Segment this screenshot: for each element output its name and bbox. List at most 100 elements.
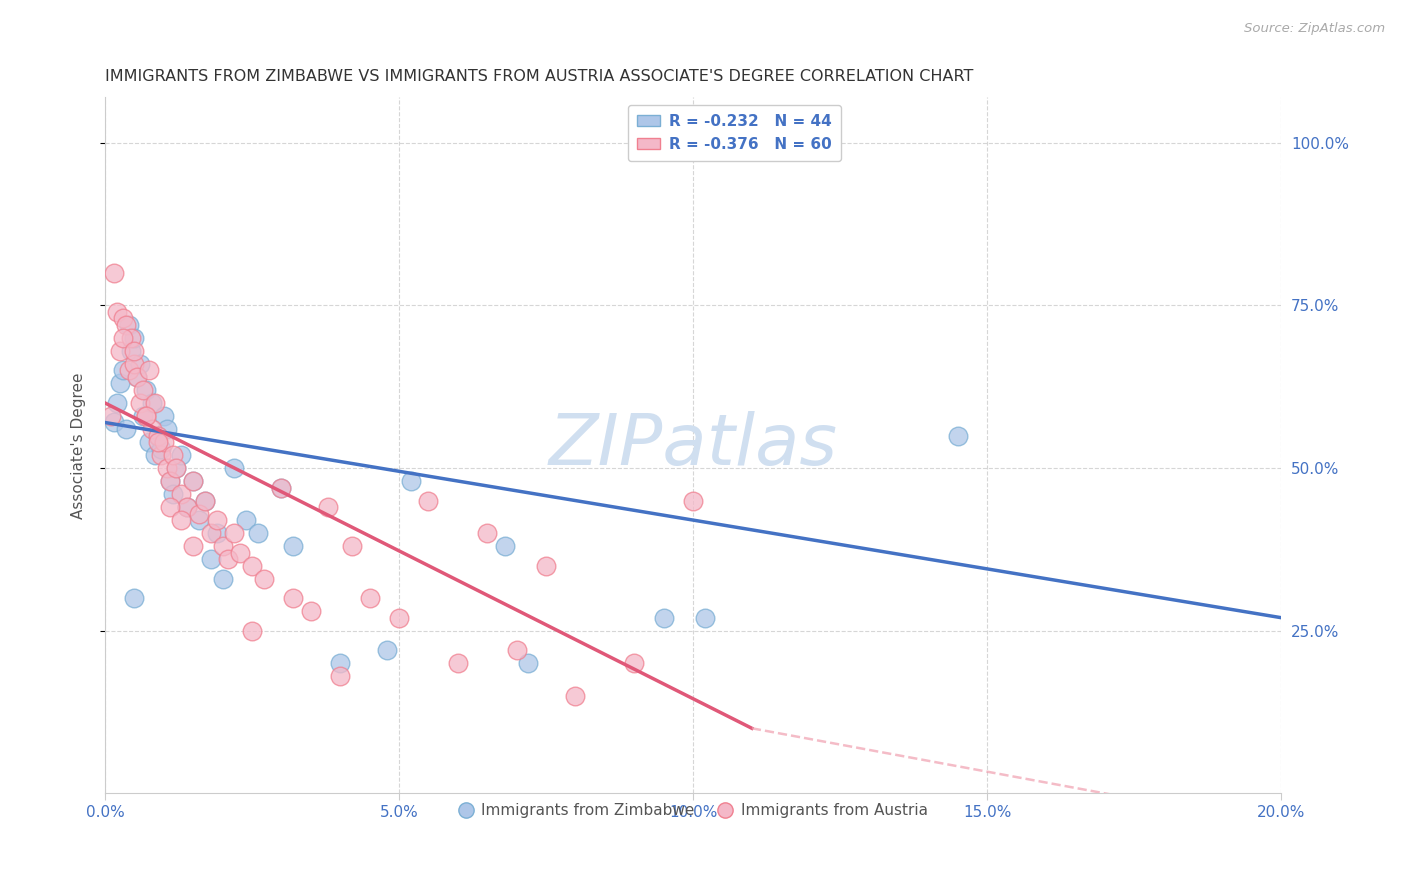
Point (205, 513, 228, 527)
Point (114, 422, 136, 436)
Point (111, 363, 134, 377)
Point (170, 513, 193, 527)
Point (135, 383, 157, 397)
Point (146, 435, 169, 450)
Point (143, 448, 166, 462)
Y-axis label: Associate's Degree: Associate's Degree (72, 372, 86, 518)
Point (124, 331, 146, 345)
Point (159, 474, 181, 488)
Point (138, 435, 160, 450)
Point (114, 318, 136, 332)
Point (534, 558, 557, 573)
Point (162, 487, 184, 501)
Point (329, 669, 352, 683)
Point (246, 526, 269, 541)
Point (120, 343, 142, 358)
Point (120, 331, 142, 345)
Point (181, 474, 204, 488)
Point (176, 500, 198, 514)
Point (170, 487, 193, 501)
Point (240, 624, 263, 638)
Point (108, 376, 131, 391)
Point (141, 396, 163, 410)
Point (329, 657, 352, 671)
Point (564, 689, 586, 703)
Text: IMMIGRANTS FROM ZIMBABWE VS IMMIGRANTS FROM AUSTRIA ASSOCIATE'S DEGREE CORRELATI: IMMIGRANTS FROM ZIMBABWE VS IMMIGRANTS F… (105, 69, 973, 84)
Point (652, 610, 675, 624)
Point (143, 396, 166, 410)
Point (152, 435, 174, 450)
Point (135, 409, 157, 423)
Point (224, 526, 246, 541)
Point (156, 422, 179, 436)
Point (103, 266, 125, 280)
Point (146, 428, 169, 442)
Text: ZIPatlas: ZIPatlas (548, 410, 838, 480)
Point (165, 461, 187, 475)
Point (194, 493, 217, 508)
Point (194, 493, 217, 508)
Point (129, 357, 152, 371)
Point (340, 539, 363, 553)
Point (188, 507, 211, 521)
Point (270, 481, 292, 495)
Point (176, 500, 198, 514)
Point (124, 343, 146, 358)
Legend: Immigrants from Zimbabwe, Immigrants from Austria: Immigrants from Zimbabwe, Immigrants fro… (453, 797, 934, 824)
Point (132, 383, 155, 397)
Point (693, 610, 716, 624)
Point (418, 493, 440, 508)
Point (200, 526, 222, 541)
Point (318, 500, 340, 514)
Point (517, 657, 540, 671)
Point (124, 591, 146, 606)
Point (211, 539, 233, 553)
Point (375, 643, 398, 657)
Point (299, 604, 322, 618)
Point (111, 311, 134, 326)
Point (105, 305, 128, 319)
Point (105, 396, 128, 410)
Point (146, 428, 169, 442)
Point (100, 409, 122, 423)
Point (149, 442, 172, 456)
Point (117, 318, 139, 332)
Point (200, 552, 222, 566)
Point (505, 643, 527, 657)
Point (447, 657, 470, 671)
Point (141, 422, 163, 436)
Point (181, 474, 204, 488)
Point (188, 513, 211, 527)
Point (270, 481, 292, 495)
Point (399, 474, 422, 488)
Point (111, 331, 134, 345)
Point (388, 610, 411, 624)
Point (477, 526, 499, 541)
Point (240, 558, 263, 573)
Point (132, 409, 155, 423)
Point (152, 409, 174, 423)
Point (235, 513, 257, 527)
Text: Source: ZipAtlas.com: Source: ZipAtlas.com (1244, 22, 1385, 36)
Point (170, 448, 193, 462)
Point (181, 539, 204, 553)
Point (946, 428, 969, 442)
Point (129, 396, 152, 410)
Point (283, 591, 305, 606)
Point (623, 657, 645, 671)
Point (149, 448, 172, 462)
Point (156, 461, 179, 475)
Point (127, 370, 149, 384)
Point (218, 552, 240, 566)
Point (108, 343, 131, 358)
Point (103, 416, 125, 430)
Point (165, 461, 187, 475)
Point (494, 539, 516, 553)
Point (138, 363, 160, 377)
Point (159, 500, 181, 514)
Point (359, 591, 381, 606)
Point (127, 370, 149, 384)
Point (205, 526, 228, 541)
Point (229, 546, 252, 560)
Point (283, 539, 305, 553)
